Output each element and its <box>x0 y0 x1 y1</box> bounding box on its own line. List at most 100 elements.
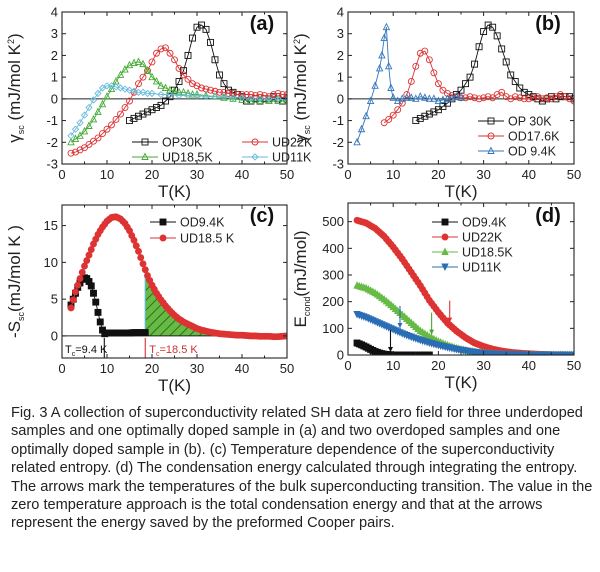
legend-label: OD17.6K <box>508 130 560 144</box>
legend-marker <box>159 218 167 226</box>
data-point <box>489 94 497 102</box>
data-point <box>162 97 169 105</box>
data-point <box>412 117 420 125</box>
data-point <box>112 83 120 91</box>
x-tick-label: 30 <box>476 358 490 373</box>
data-point <box>556 93 564 101</box>
series-line <box>356 284 574 355</box>
data-point <box>152 76 161 85</box>
legend-label: OP30K <box>162 136 203 150</box>
data-point <box>480 94 488 102</box>
y-tick-label: -3 <box>332 157 344 172</box>
legend-item: OP30K <box>132 136 203 150</box>
data-point <box>416 114 424 122</box>
y-axis-title-unit: (mJ/mol K <box>291 43 310 125</box>
data-point <box>457 93 465 101</box>
y-axis-title-end: ) <box>291 33 310 39</box>
data-point <box>538 97 546 105</box>
data-point <box>220 88 228 96</box>
y-axis-title-sub: sc <box>302 125 312 135</box>
x-tick-label: 20 <box>145 361 159 376</box>
x-tick-label: 50 <box>280 361 294 376</box>
data-point <box>76 119 84 127</box>
legend-label: OD9.4K <box>180 216 225 230</box>
data-point <box>193 23 201 31</box>
data-point <box>78 268 86 276</box>
data-point <box>94 107 102 115</box>
y-axis-title-unit: (mJ/mol K <box>5 43 24 125</box>
data-point <box>170 86 179 95</box>
panel-label: (a) <box>250 13 274 35</box>
y-tick-label: -1 <box>332 113 344 128</box>
data-point <box>534 93 542 101</box>
data-point <box>570 351 574 355</box>
data-point <box>279 91 286 98</box>
data-point <box>484 21 492 29</box>
data-point <box>543 94 551 102</box>
data-point <box>516 94 524 102</box>
y-axis-title-sub: sc <box>16 311 26 321</box>
data-point <box>137 254 145 262</box>
legend-marker <box>251 138 259 146</box>
y-tick-label: 3 <box>51 26 58 41</box>
data-point <box>283 91 287 98</box>
y-axis-title-end: ) <box>5 33 24 39</box>
x-tick-label: 0 <box>58 361 65 376</box>
tc-arrow-head <box>429 329 435 335</box>
data-point <box>538 95 546 103</box>
x-tick-label: 20 <box>431 358 445 373</box>
data-point <box>202 25 210 33</box>
data-point <box>85 141 93 148</box>
x-tick-label: 30 <box>190 361 204 376</box>
data-point <box>121 65 129 73</box>
data-point <box>71 125 80 133</box>
x-tick-label: 10 <box>386 167 400 182</box>
data-point <box>525 91 533 98</box>
x-tick-label: 20 <box>145 167 159 182</box>
y-tick-label: 0 <box>337 348 344 363</box>
data-point <box>225 89 232 97</box>
legend-marker <box>441 233 449 241</box>
data-point <box>520 88 528 96</box>
tc-annotation-rest: =9.4 K <box>75 344 108 356</box>
data-point <box>189 34 196 42</box>
data-point <box>520 95 528 103</box>
data-point <box>502 58 510 66</box>
data-point <box>238 94 246 102</box>
data-point <box>90 289 97 297</box>
data-point <box>135 247 142 255</box>
legend-label: OP 30K <box>508 115 552 129</box>
data-point <box>566 93 573 101</box>
y-tick-label: 0 <box>337 91 344 106</box>
data-point <box>403 93 411 101</box>
data-point <box>171 56 178 64</box>
legend-item: UD18.5 K <box>150 232 235 246</box>
legend-item: OD9.4K <box>150 216 225 230</box>
data-point <box>153 104 160 111</box>
y-axis-title-main: γ <box>5 134 24 143</box>
legend-label: OD9.4K <box>462 216 507 230</box>
data-point <box>547 95 555 103</box>
x-tick-label: 50 <box>567 167 581 182</box>
data-point <box>202 93 210 101</box>
y-tick-label: 0 <box>51 328 58 343</box>
data-point <box>144 108 151 116</box>
panel-c: Tc=9.4 K Tc=18.5 K0 10 20 30 40 50051015T(K)-S… <box>5 204 294 395</box>
data-point <box>72 288 79 296</box>
legend-marker <box>141 138 149 146</box>
tc-annotation-main: T <box>65 344 72 356</box>
data-point <box>353 137 361 146</box>
y-axis-title-main: γ <box>291 134 310 143</box>
data-point <box>175 65 183 72</box>
data-point <box>139 88 147 96</box>
panel-d: 0 10 20 30 40 500100200300400500T(K)Econd(mJ/… <box>291 202 581 392</box>
data-point <box>247 95 255 103</box>
series-line <box>415 24 574 122</box>
y-axis-title-sup: 2 <box>292 39 302 44</box>
data-point <box>67 132 75 140</box>
data-point <box>466 93 474 101</box>
data-point <box>126 97 133 105</box>
data-point <box>270 91 277 98</box>
